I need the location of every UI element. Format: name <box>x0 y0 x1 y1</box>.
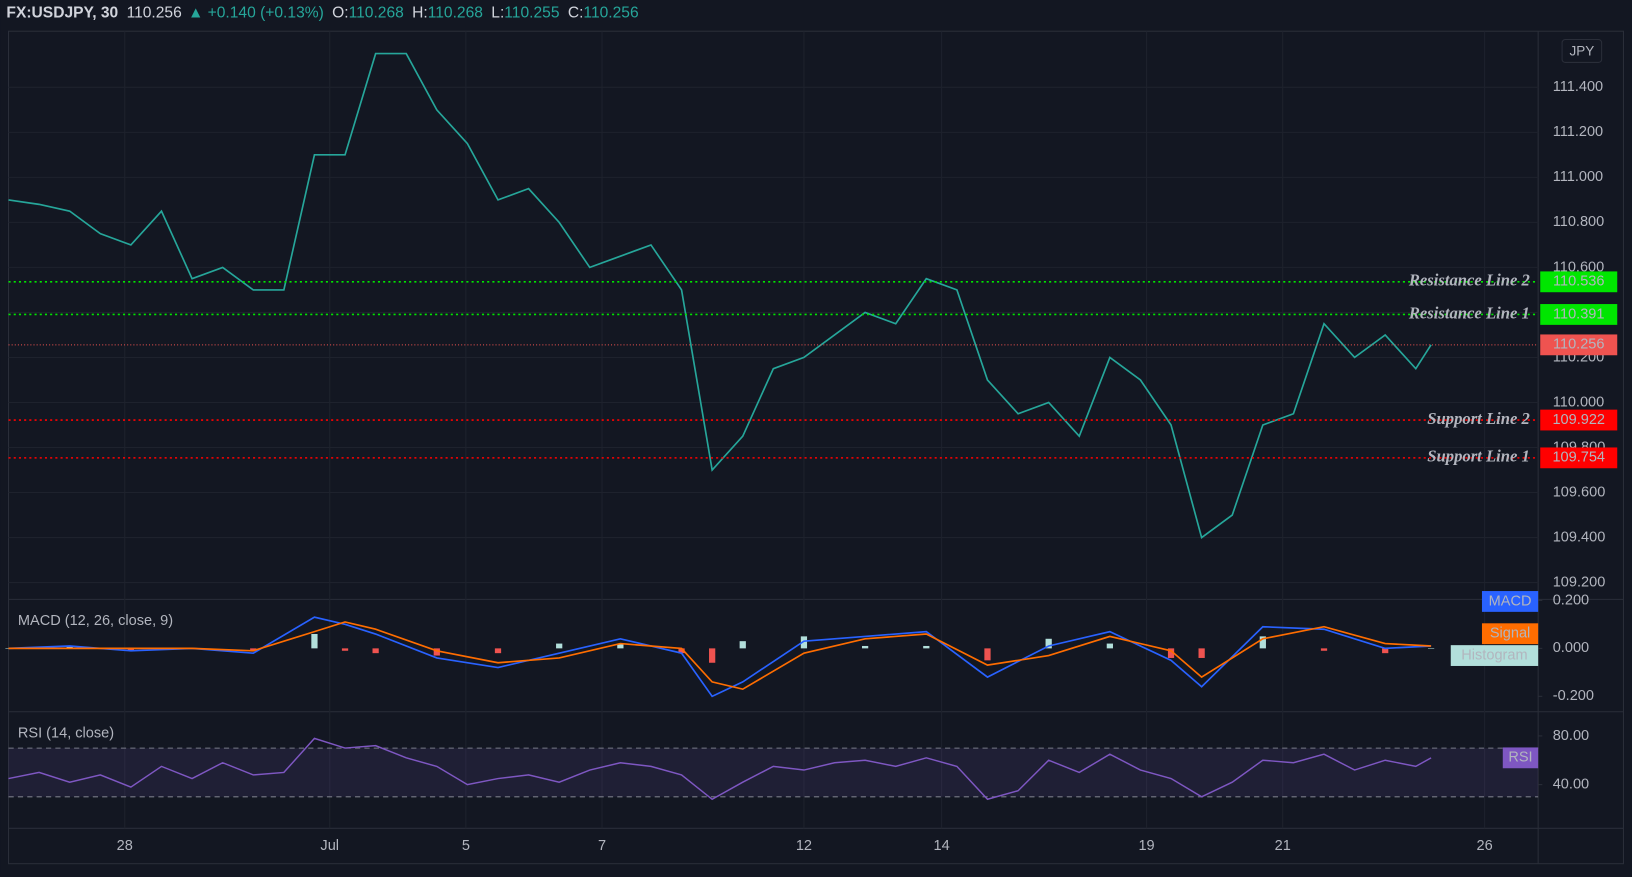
change-arrow: ▲ <box>188 5 203 22</box>
level-name: Resistance Line 1 <box>1408 303 1530 322</box>
histogram-bar <box>1167 648 1175 658</box>
histogram-bar <box>1382 648 1389 654</box>
legend-label: Histogram <box>1461 647 1527 663</box>
y-tick-label: 40.00 <box>1553 776 1589 792</box>
rsi-band <box>8 748 1539 797</box>
histogram-bar <box>433 648 440 656</box>
level-name: Resistance Line 2 <box>1408 271 1530 290</box>
ohlc-label: O: <box>332 5 348 22</box>
indicator-line <box>8 621 1432 691</box>
x-tick-label: 26 <box>1477 838 1493 854</box>
ohlc-label: H: <box>412 5 428 22</box>
legend-box <box>1481 591 1539 612</box>
y-tick-label: 0.000 <box>1553 640 1589 656</box>
histogram-bar <box>1198 648 1205 658</box>
legend-box <box>1481 623 1539 645</box>
legend-label: Signal <box>1490 626 1530 642</box>
histogram-bar <box>66 645 73 649</box>
level-value: 109.922 <box>1552 412 1605 428</box>
x-tick-label: Jul <box>320 838 339 854</box>
histogram-bar <box>250 648 257 651</box>
histogram-bar <box>494 648 502 654</box>
ohlc-value: 110.256 <box>583 5 638 22</box>
y-tick-label: 110.000 <box>1553 394 1605 410</box>
histogram-bar <box>861 645 869 649</box>
currency-box[interactable] <box>1561 39 1603 63</box>
ohlc-label: L: <box>491 5 504 22</box>
y-tick-label: 111.200 <box>1553 124 1603 140</box>
histogram-bar <box>127 648 135 651</box>
y-tick-label: 0.200 <box>1553 592 1589 608</box>
level-value: 110.536 <box>1553 274 1605 290</box>
legend-box <box>1450 645 1539 666</box>
histogram-bar <box>923 645 930 649</box>
y-tick-label: 111.400 <box>1553 79 1603 95</box>
histogram-bar <box>1259 636 1266 649</box>
histogram-bar <box>739 641 746 649</box>
indicator-line <box>8 616 1432 698</box>
x-tick-label: 19 <box>1138 838 1154 854</box>
last-price: 110.256 <box>127 5 182 22</box>
x-tick-label: 5 <box>462 838 470 854</box>
ohlc-value: 110.268 <box>428 5 483 22</box>
histogram-bar <box>1320 648 1328 651</box>
level-box <box>1540 271 1618 293</box>
histogram-bar <box>678 648 685 654</box>
histogram-bar <box>1106 643 1113 649</box>
legend-box <box>1502 747 1539 769</box>
level-name: Support Line 2 <box>1427 409 1530 428</box>
y-tick-label: 109.400 <box>1553 529 1606 545</box>
histogram-bar <box>372 648 379 654</box>
histogram-bar <box>311 633 318 649</box>
y-tick-label: 109.200 <box>1553 574 1606 590</box>
y-tick-label: 110.800 <box>1553 214 1605 230</box>
histogram-bar <box>617 643 624 649</box>
rsi-line <box>8 737 1432 801</box>
ohlc-label: C: <box>568 5 584 22</box>
legend-label: RSI <box>1508 750 1532 766</box>
ohlc-value: 110.268 <box>349 5 404 22</box>
level-value: 110.391 <box>1553 306 1605 322</box>
histogram-bar <box>1045 638 1052 649</box>
histogram-bar <box>341 648 349 651</box>
y-tick-label: 111.000 <box>1553 169 1603 185</box>
x-tick-label: 21 <box>1275 838 1291 854</box>
legend-label: MACD <box>1489 593 1532 609</box>
level-box <box>1540 447 1618 469</box>
currency[interactable]: JPY <box>1569 44 1594 59</box>
x-tick-label: 14 <box>934 838 950 854</box>
y-tick-label: 110.600 <box>1553 259 1605 275</box>
level-box <box>1540 409 1618 431</box>
histogram-bar <box>709 648 716 663</box>
x-tick-label: 12 <box>796 838 812 854</box>
x-tick-label: 28 <box>117 838 133 854</box>
x-tick-label: 7 <box>598 838 606 854</box>
level-box <box>1540 304 1618 325</box>
histogram-bar <box>1427 648 1435 649</box>
last-price-box <box>1540 334 1618 356</box>
pane-title: MACD (12, 26, close, 9) <box>18 613 173 629</box>
y-tick-label: 80.00 <box>1553 728 1589 744</box>
level-value: 109.754 <box>1552 450 1605 466</box>
y-tick-label: -0.200 <box>1553 688 1594 704</box>
symbol: FX:USDJPY, 30 <box>6 5 118 22</box>
histogram-bar <box>984 648 991 661</box>
y-tick-label: 109.600 <box>1553 484 1606 500</box>
change: +0.140 (+0.13%) <box>208 5 324 22</box>
price-line <box>8 52 1432 539</box>
header: FX:USDJPY, 30 110.256 ▲ +0.140 (+0.13%) O:11… <box>6 5 638 22</box>
pane-title: RSI (14, close) <box>18 725 114 741</box>
histogram-bar <box>800 636 808 649</box>
histogram-bar <box>556 643 563 649</box>
level-name: Support Line 1 <box>1427 447 1530 466</box>
last-price-label: 110.256 <box>1553 337 1605 353</box>
ohlc-value: 110.255 <box>504 5 560 22</box>
